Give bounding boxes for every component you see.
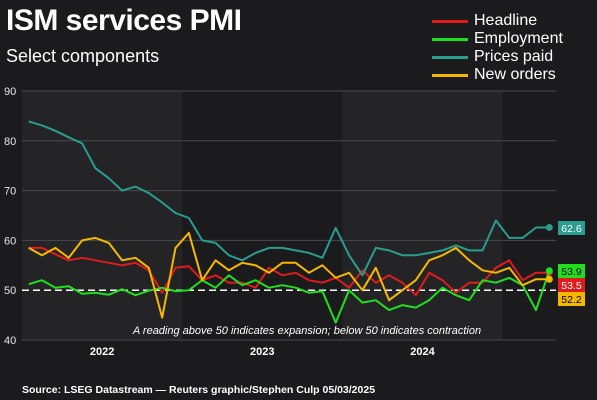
x-tick-label-2023: 2023 [250, 346, 274, 358]
y-tick-label-60: 60 [4, 235, 16, 247]
series-line-employment [28, 270, 551, 324]
year-band-0 [22, 91, 183, 340]
legend-swatch-prices-paid [432, 55, 468, 59]
end-label-value-prices-paid: 62.6 [561, 223, 582, 235]
end-label-value-new-orders: 52.2 [561, 294, 582, 306]
end-label-value-employment: 53.9 [561, 266, 582, 278]
legend: Headline Employment Prices paid New orde… [432, 12, 563, 84]
y-tick-label-50: 50 [4, 285, 16, 297]
year-band-1 [342, 91, 503, 340]
series-end-point-prices-paid [545, 223, 553, 231]
end-label-prices-paid: 62.6 [558, 221, 585, 235]
legend-swatch-employment [432, 37, 468, 41]
end-label-new-orders: 52.2 [558, 292, 585, 306]
legend-item-new-orders: New orders [432, 66, 563, 84]
end-label-value-headline: 53.5 [561, 280, 582, 292]
y-tick-label-80: 80 [4, 136, 16, 148]
chart-title: ISM services PMI [6, 4, 242, 37]
legend-label-prices-paid: Prices paid [474, 48, 554, 65]
legend-item-prices-paid: Prices paid [432, 48, 563, 66]
y-tick-label-90: 90 [4, 86, 16, 98]
legend-label-headline: Headline [474, 12, 538, 29]
end-label-box-prices-paid [558, 221, 585, 235]
series-line-prices-paid [28, 120, 550, 277]
end-label-employment: 53.9 [558, 264, 585, 278]
legend-label-new-orders: New orders [474, 66, 556, 83]
source-note: Source: LSEG Datastream — Reuters graphi… [22, 384, 376, 396]
series-end-point-employment [545, 267, 553, 275]
x-tick-label-2024: 2024 [410, 346, 435, 358]
legend-item-employment: Employment [432, 30, 563, 48]
end-label-headline: 53.5 [558, 278, 585, 292]
end-label-box-headline [558, 278, 585, 292]
x-tick-label-2022: 2022 [90, 346, 114, 358]
legend-swatch-new-orders [432, 73, 468, 77]
chart-subtitle: Select components [6, 46, 160, 66]
y-tick-label-40: 40 [4, 335, 16, 347]
legend-swatch-headline [432, 19, 468, 23]
end-label-box-new-orders [558, 292, 585, 306]
legend-item-headline: Headline [432, 12, 563, 30]
series-end-point-new-orders [545, 275, 553, 283]
series-line-headline [28, 246, 550, 297]
annotation-text: A reading above 50 indicates expansion; … [132, 325, 481, 337]
y-tick-label-70: 70 [4, 186, 16, 198]
legend-label-employment: Employment [474, 30, 563, 47]
series-line-new-orders [28, 231, 550, 319]
end-label-box-employment [558, 264, 585, 278]
